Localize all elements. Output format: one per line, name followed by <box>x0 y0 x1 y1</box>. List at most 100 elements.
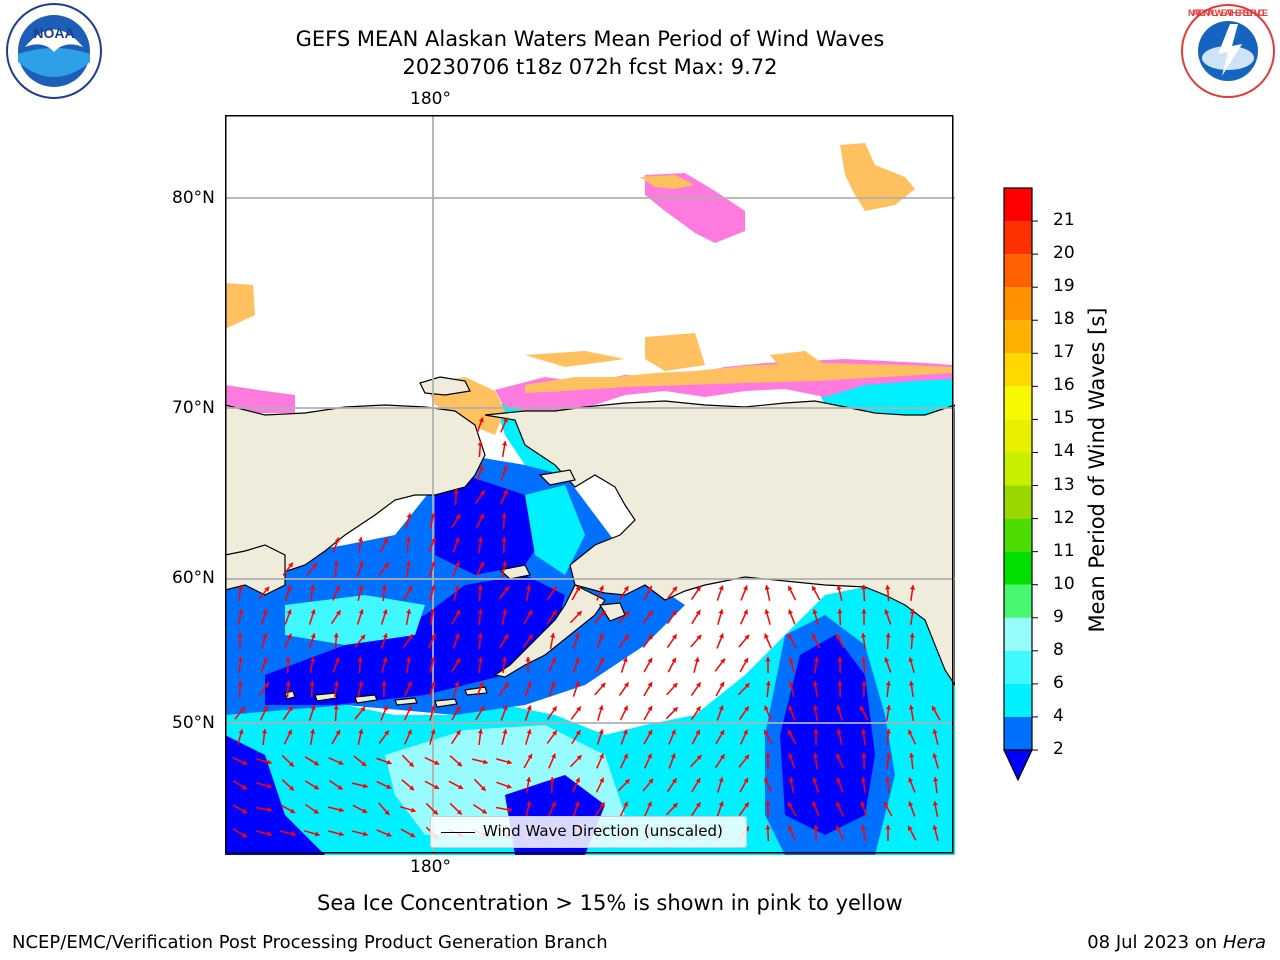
wave-direction-arrowhead <box>286 585 292 591</box>
wave-direction-arrowhead <box>744 683 750 689</box>
wave-direction-arrowhead <box>672 707 678 713</box>
wave-direction-arrowhead <box>290 808 296 814</box>
wave-direction-arrowhead <box>409 785 415 791</box>
wave-direction-arrowhead <box>478 417 484 423</box>
wave-direction-arrowhead <box>357 657 363 662</box>
colorbar-label: Mean Period of Wind Waves [s] <box>1085 307 1109 633</box>
wave-direction-arrowhead <box>836 585 842 590</box>
wave-direction-arrowhead <box>358 729 364 734</box>
wave-direction-arrowhead <box>647 801 652 807</box>
wave-direction-arrowhead <box>335 730 341 736</box>
wave-direction-arrowhead <box>885 753 892 758</box>
wave-direction-arrowhead <box>501 513 507 518</box>
wave-direction-arrowhead <box>765 657 771 662</box>
wave-direction-arrowhead <box>647 585 652 591</box>
wave-direction-arrowhead <box>624 779 630 785</box>
wave-direction-arrowhead <box>743 609 748 615</box>
wave-direction-arrowhead <box>334 657 340 663</box>
wave-direction-arrowhead <box>478 681 484 687</box>
wave-direction-arrowhead <box>410 807 416 813</box>
colorbar-tick-label: 6 <box>1053 672 1064 693</box>
wave-direction-arrowhead <box>765 753 771 758</box>
wave-direction-arrowhead <box>764 777 769 783</box>
wave-direction-arrowhead <box>836 753 841 759</box>
colorbar-tick-label: 20 <box>1053 243 1075 264</box>
wave-direction-arrowhead <box>720 658 725 664</box>
wave-direction-arrowhead <box>406 657 412 662</box>
wave-direction-arrowhead <box>333 561 339 566</box>
wave-direction-arrowhead <box>836 777 842 783</box>
wave-direction-arrowhead <box>551 801 556 807</box>
wave-direction-arrowhead <box>671 729 676 735</box>
wave-direction-arrowhead <box>310 657 316 662</box>
wave-direction-arrowhead <box>502 441 508 446</box>
wave-direction-arrowhead <box>576 706 581 712</box>
wave-direction-arrowhead <box>836 825 841 831</box>
colorbar-segment <box>1004 221 1032 255</box>
wave-direction-arrowhead <box>503 489 508 495</box>
lon-label-top: 180° <box>410 89 451 109</box>
colorbar-tick-label: 16 <box>1053 375 1075 396</box>
wave-direction-arrowhead <box>477 633 483 638</box>
wave-direction-arrowhead <box>358 681 364 686</box>
wave-direction-arrowhead <box>696 634 702 640</box>
wave-direction-arrowhead <box>430 729 436 735</box>
wave-direction-arrowhead <box>670 753 676 759</box>
wave-direction-arrowhead <box>695 610 701 616</box>
wave-direction-arrowhead <box>836 801 841 807</box>
wave-direction-arrowhead <box>288 761 294 767</box>
wave-direction-arrowhead <box>860 825 866 830</box>
wave-direction-arrowhead <box>477 657 483 662</box>
wave-direction-arrowhead <box>837 609 843 614</box>
wave-direction-arrowhead <box>526 681 532 687</box>
wave-direction-arrowhead <box>576 611 582 617</box>
wave-direction-arrowhead <box>744 802 749 808</box>
wave-direction-arrowhead <box>455 730 461 736</box>
nws-logo: NATIONAL WEATHER SERVICE <box>1178 2 1278 100</box>
wave-direction-arrowhead <box>718 777 724 783</box>
wave-direction-arrowhead <box>479 706 485 712</box>
wave-direction-arrowhead <box>859 706 865 712</box>
wave-direction-arrowhead <box>551 610 557 616</box>
wave-direction-arrowhead <box>742 585 748 591</box>
colorbar-segment <box>1004 419 1032 453</box>
lat-label-60: 60°N <box>172 568 215 588</box>
wave-direction-arrowhead <box>454 633 460 639</box>
chart-title: GEFS MEAN Alaskan Waters Mean Period of … <box>295 27 885 51</box>
wave-direction-arrowhead <box>861 585 867 590</box>
wave-direction-arrowhead <box>788 609 794 615</box>
wave-direction-arrowhead <box>718 633 724 639</box>
wave-direction-arrowhead <box>718 705 724 711</box>
wave-direction-arrowhead <box>287 729 292 735</box>
wave-direction-arrowhead <box>908 801 914 807</box>
wave-direction-arrowhead <box>719 681 725 687</box>
wave-direction-arrowhead <box>310 585 316 590</box>
wave-direction-arrowhead <box>623 586 629 592</box>
wave-direction-arrowhead <box>813 657 820 662</box>
wave-direction-arrowhead <box>787 729 793 735</box>
wave-direction-arrowhead <box>360 634 366 640</box>
wave-direction-arrowhead <box>836 729 842 734</box>
colorbar-segment <box>1004 650 1032 684</box>
wave-direction-arrowhead <box>480 490 485 496</box>
map-panel: Wind Wave Direction (unscaled) <box>225 115 955 855</box>
colorbar-tick-label: 11 <box>1053 540 1075 561</box>
colorbar-tick-label: 19 <box>1053 276 1075 297</box>
wave-direction-arrowhead <box>719 754 725 760</box>
wave-direction-arrowhead <box>455 706 461 712</box>
wave-direction-arrowhead <box>552 706 557 712</box>
wave-direction-arrowhead <box>813 729 819 734</box>
wave-direction-arrowhead <box>410 832 416 838</box>
arrow-legend: Wind Wave Direction (unscaled) <box>430 816 747 848</box>
wave-direction-arrowhead <box>860 801 866 807</box>
wave-direction-arrowhead <box>885 585 891 590</box>
wave-direction-arrowhead <box>787 633 793 639</box>
wave-direction-arrowhead <box>909 609 916 614</box>
wave-direction-arrowhead <box>764 585 770 590</box>
wave-direction-arrowhead <box>551 753 556 759</box>
wave-direction-arrowhead <box>477 609 483 614</box>
wave-direction-arrowhead <box>932 825 938 831</box>
wave-direction-arrowhead <box>407 705 412 711</box>
wave-direction-arrowhead <box>787 802 793 808</box>
wave-direction-arrowhead <box>884 657 890 663</box>
